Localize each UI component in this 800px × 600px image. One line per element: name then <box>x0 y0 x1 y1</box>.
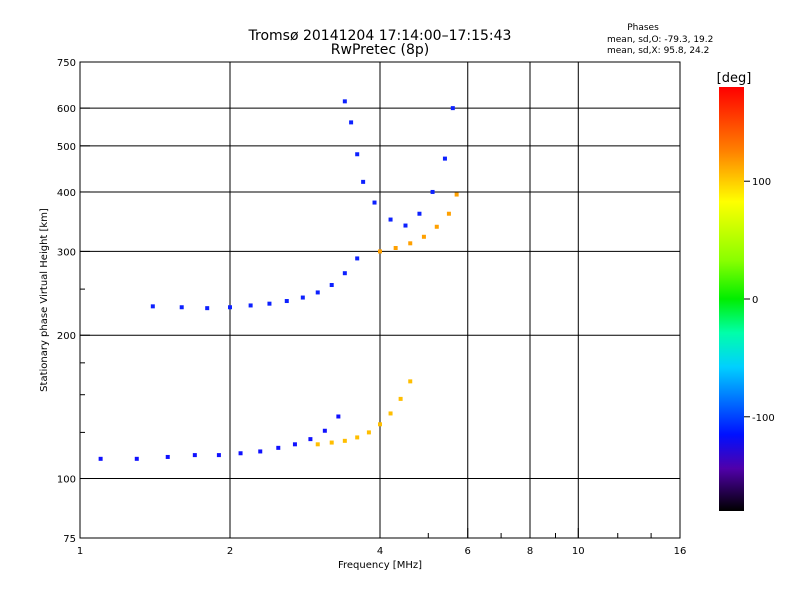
colorbar-ticks: 100 0 -100 <box>744 177 775 424</box>
axis-ticks: 1 2 4 6 8 10 16 75 100 200 300 400 500 600 750 <box>57 58 686 557</box>
data-point <box>366 430 371 435</box>
data-point <box>417 211 422 216</box>
data-point <box>434 224 439 229</box>
data-point <box>372 200 377 205</box>
data-point <box>388 217 393 222</box>
data-point <box>378 422 382 427</box>
data-point <box>134 456 139 461</box>
data-point <box>403 223 408 228</box>
data-point <box>192 453 197 458</box>
data-point <box>228 305 232 310</box>
colorbar-tick-label: -100 <box>752 413 775 424</box>
stats-header: Phases <box>627 23 659 33</box>
data-points <box>98 99 459 461</box>
data-point <box>355 435 360 440</box>
colorbar-tick-label: 100 <box>752 177 771 188</box>
chart-subtitle: RwPretec (8p) <box>331 42 429 58</box>
x-tick-label: 4 <box>377 546 383 557</box>
data-point <box>378 249 382 254</box>
data-point <box>450 106 455 111</box>
data-point <box>300 295 305 300</box>
x-axis-label: Frequency [MHz] <box>338 560 422 571</box>
data-point <box>421 234 426 239</box>
colorbar-label: [deg] <box>717 71 752 86</box>
data-point <box>442 156 447 161</box>
data-point <box>238 451 243 456</box>
y-tick-label: 200 <box>57 331 76 342</box>
stats-line-x: mean, sd,X: 95.8, 24.2 <box>607 46 709 56</box>
y-tick-label: 100 <box>57 475 76 486</box>
data-point <box>454 192 459 197</box>
data-point <box>292 442 297 447</box>
data-point <box>349 120 354 125</box>
x-tick-label: 10 <box>572 546 585 557</box>
colorbar <box>719 87 744 511</box>
data-point <box>98 456 103 461</box>
data-point <box>393 246 398 251</box>
x-tick-label: 2 <box>227 546 233 557</box>
data-point <box>267 301 272 306</box>
data-point <box>342 99 347 104</box>
y-tick-label: 750 <box>57 58 76 69</box>
data-point <box>408 241 413 246</box>
y-tick-label: 75 <box>63 534 76 545</box>
data-point <box>329 283 334 288</box>
data-point <box>329 440 334 445</box>
y-tick-label: 400 <box>57 188 76 199</box>
x-tick-label: 6 <box>465 546 471 557</box>
x-tick-label: 16 <box>674 546 687 557</box>
data-point <box>430 189 435 194</box>
data-point <box>355 152 360 157</box>
x-tick-label: 8 <box>527 546 533 557</box>
data-point <box>446 211 451 216</box>
data-point <box>308 437 313 442</box>
data-point <box>361 179 366 184</box>
data-point <box>216 453 221 458</box>
data-point <box>398 396 403 401</box>
data-point <box>342 438 347 443</box>
x-tick-label: 1 <box>77 546 83 557</box>
colorbar-tick-label: 0 <box>752 295 758 306</box>
data-point <box>165 454 170 459</box>
data-point <box>205 306 210 311</box>
data-point <box>179 305 184 310</box>
data-point <box>336 414 341 419</box>
data-point <box>322 428 327 433</box>
data-point <box>355 256 360 261</box>
data-point <box>276 445 281 450</box>
data-point <box>408 379 413 384</box>
stats-line-o: mean, sd,O: -79.3, 19.2 <box>607 35 713 45</box>
data-point <box>150 304 155 309</box>
chart-title: Tromsø 20141204 17:14:00–17:15:43 <box>248 28 512 44</box>
data-point <box>248 303 253 308</box>
y-tick-label: 500 <box>57 142 76 153</box>
data-point <box>315 290 320 295</box>
data-point <box>342 271 347 276</box>
data-point <box>258 449 263 454</box>
y-tick-label: 600 <box>57 104 76 115</box>
y-axis-label: Stationary phase Virtual Height [km] <box>39 208 50 392</box>
grid-lines <box>80 62 680 538</box>
data-point <box>284 299 289 304</box>
data-point <box>315 442 320 447</box>
y-tick-label: 300 <box>57 247 76 258</box>
data-point <box>388 411 393 416</box>
